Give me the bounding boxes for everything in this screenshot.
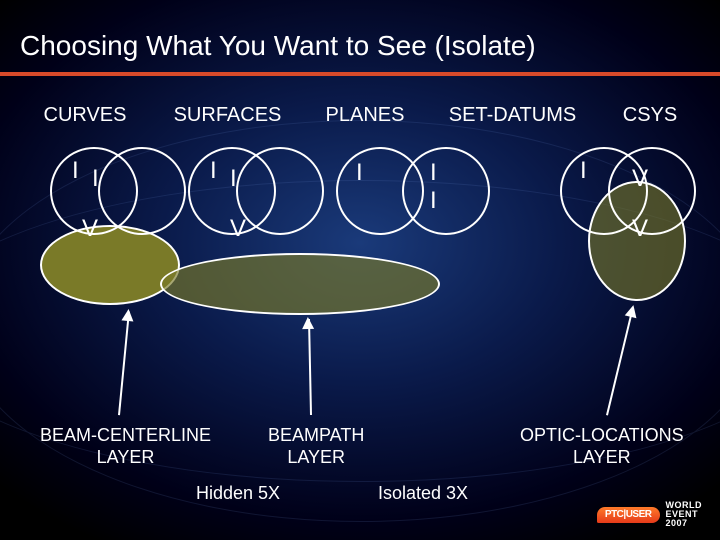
caption-label: Isolated 3X bbox=[378, 483, 468, 504]
layer-label: OPTIC-LOCATIONSLAYER bbox=[520, 425, 684, 468]
logo-year: 2007 bbox=[666, 519, 703, 528]
venn-circle-surfaces bbox=[236, 147, 324, 235]
venn-letter: I bbox=[72, 157, 79, 185]
venn-circle-csys bbox=[608, 147, 696, 235]
category-curves: CURVES bbox=[30, 104, 140, 127]
category-surfaces: SURFACES bbox=[163, 104, 293, 127]
venn-letter: I bbox=[92, 165, 99, 193]
layer-label: BEAMPATHLAYER bbox=[268, 425, 364, 468]
event-logo: PTC|USER WORLD EVENT 2007 bbox=[597, 501, 702, 528]
venn-letter: V bbox=[632, 215, 648, 243]
venn-diagram-area: IIVIIVIIIIVV bbox=[0, 135, 720, 345]
venn-circle-planes-datums bbox=[402, 147, 490, 235]
venn-letter: V bbox=[230, 215, 246, 243]
venn-letter: I bbox=[210, 157, 217, 185]
caption-label: Hidden 5X bbox=[196, 483, 280, 504]
arrow-head-icon bbox=[625, 304, 639, 318]
category-csys: CSYS bbox=[610, 104, 690, 127]
venn-circle-curves bbox=[98, 147, 186, 235]
page-title: Choosing What You Want to See (Isolate) bbox=[20, 30, 536, 62]
arrow-head-icon bbox=[302, 317, 314, 329]
venn-letter: I bbox=[230, 165, 237, 193]
arrow-line bbox=[308, 319, 312, 415]
olive-ellipse bbox=[160, 253, 440, 315]
arrow-line bbox=[118, 311, 130, 415]
venn-letter: I bbox=[580, 157, 587, 185]
logo-bubble: PTC|USER bbox=[597, 507, 660, 523]
arrow-head-icon bbox=[121, 308, 134, 321]
category-set-datums: SET-DATUMS bbox=[438, 104, 588, 127]
logo-text-block: WORLD EVENT 2007 bbox=[666, 501, 703, 528]
venn-letter: I bbox=[430, 159, 437, 187]
category-planes: PLANES bbox=[315, 104, 415, 127]
venn-letter: I bbox=[356, 159, 363, 187]
category-row: CURVES SURFACES PLANES SET-DATUMS CSYS bbox=[30, 104, 690, 127]
title-rule bbox=[0, 72, 720, 76]
layer-label: BEAM-CENTERLINELAYER bbox=[40, 425, 211, 468]
venn-letter: V bbox=[82, 215, 98, 243]
arrow-line bbox=[606, 307, 634, 415]
olive-ellipse bbox=[40, 225, 180, 305]
venn-letter: I bbox=[430, 187, 437, 215]
venn-letter: V bbox=[632, 165, 648, 193]
